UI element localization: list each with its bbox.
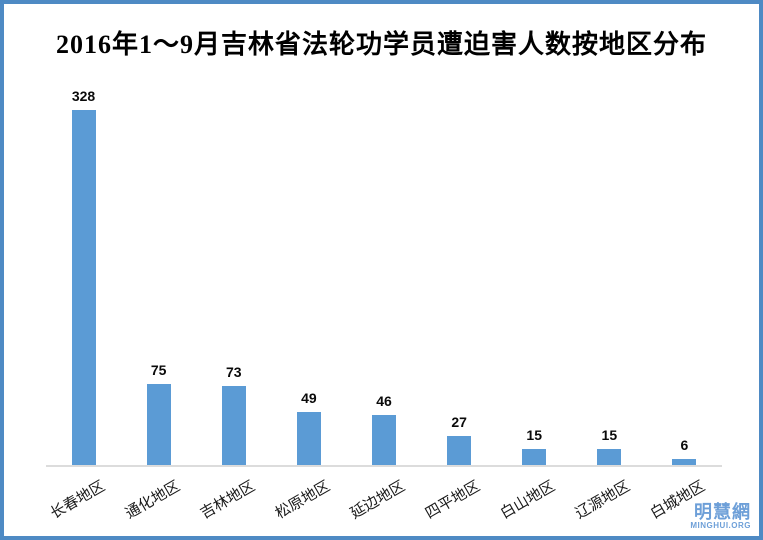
bar — [372, 415, 396, 465]
bar — [672, 459, 697, 465]
watermark-site-url: MINGHUI.ORG — [690, 520, 751, 530]
bar — [522, 449, 547, 465]
bar-value-label: 73 — [225, 364, 242, 380]
bar-value-label: 75 — [150, 362, 167, 378]
bar-value-label: 6 — [680, 437, 689, 453]
bar — [597, 449, 622, 465]
bar-value-label: 15 — [601, 427, 618, 443]
watermark-site-name: 明慧網 — [694, 501, 751, 522]
bar-value-label: 46 — [376, 393, 392, 409]
chart-title: 2016年1～9月吉林省法轮功学员遭迫害人数按地区分布 — [55, 30, 707, 59]
bar — [71, 110, 96, 465]
bar-value-label: 49 — [301, 390, 317, 406]
bar — [146, 384, 171, 465]
bar-chart-plot-area: 328 长春地区 75 通化地区 73 吉林地区 49 松原地区 46 延边地区 27 四平地区 15 白… — [4, 4, 759, 536]
watermark: 明慧網 MINGHUI.ORG — [690, 501, 751, 530]
bar-value-label: 328 — [71, 88, 96, 104]
bar-value-label: 15 — [526, 427, 542, 443]
bar — [221, 386, 246, 465]
bar — [447, 436, 472, 465]
x-axis-line — [46, 465, 722, 467]
bar — [296, 412, 321, 465]
bar-value-label: 27 — [451, 414, 467, 430]
